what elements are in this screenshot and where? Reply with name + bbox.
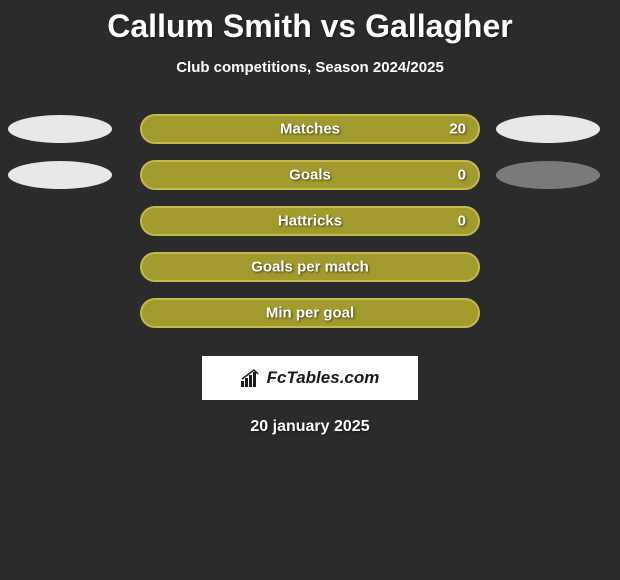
logo-text: FcTables.com — [267, 368, 380, 388]
chart-icon — [241, 369, 263, 387]
chart-row: Goals per match — [0, 244, 620, 290]
comparison-chart: Matches 20 Goals 0 Hattricks 0 Goals per… — [0, 106, 620, 336]
bar-value: 0 — [458, 167, 466, 184]
logo-box[interactable]: FcTables.com — [202, 356, 418, 400]
logo: FcTables.com — [241, 368, 380, 388]
chart-row: Matches 20 — [0, 106, 620, 152]
chart-row: Min per goal — [0, 290, 620, 336]
bar-label: Goals per match — [140, 259, 480, 276]
page-subtitle: Club competitions, Season 2024/2025 — [0, 59, 620, 76]
date-text: 20 january 2025 — [0, 418, 620, 436]
bar-label: Goals — [140, 167, 480, 184]
bar-label: Hattricks — [140, 213, 480, 230]
chart-row: Goals 0 — [0, 152, 620, 198]
bar-label: Matches — [140, 121, 480, 138]
left-marker — [8, 161, 112, 189]
chart-row: Hattricks 0 — [0, 198, 620, 244]
bar-value: 0 — [458, 213, 466, 230]
bar-label: Min per goal — [140, 305, 480, 322]
right-marker — [496, 161, 600, 189]
page-title: Callum Smith vs Gallagher — [0, 0, 620, 45]
bar-value: 20 — [449, 121, 466, 138]
right-marker — [496, 115, 600, 143]
left-marker — [8, 115, 112, 143]
